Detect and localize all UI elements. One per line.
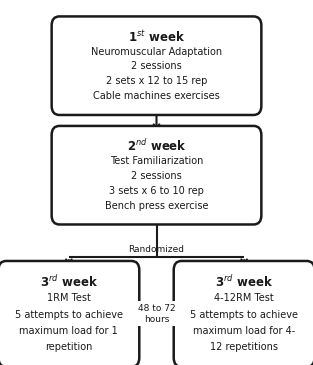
FancyBboxPatch shape: [52, 16, 261, 115]
Text: 12 repetitions: 12 repetitions: [210, 342, 278, 352]
Text: 1$^{st}$ week: 1$^{st}$ week: [128, 29, 185, 45]
Text: repetition: repetition: [45, 342, 93, 352]
Text: 2 sessions: 2 sessions: [131, 61, 182, 72]
Text: Bench press exercise: Bench press exercise: [105, 201, 208, 211]
Text: 3 sets x 6 to 10 rep: 3 sets x 6 to 10 rep: [109, 186, 204, 196]
FancyBboxPatch shape: [52, 126, 261, 224]
Text: 5 attempts to achieve: 5 attempts to achieve: [15, 310, 123, 320]
Text: 3$^{rd}$ week: 3$^{rd}$ week: [40, 274, 98, 290]
Text: maximum load for 4-: maximum load for 4-: [193, 326, 295, 336]
Text: Neuromuscular Adaptation: Neuromuscular Adaptation: [91, 47, 222, 57]
Text: maximum load for 1: maximum load for 1: [19, 326, 118, 336]
Text: Cable machines exercises: Cable machines exercises: [93, 91, 220, 101]
Text: 2$^{nd}$ week: 2$^{nd}$ week: [126, 138, 187, 154]
Text: Test Familiarization: Test Familiarization: [110, 156, 203, 166]
FancyBboxPatch shape: [0, 261, 139, 365]
Text: 5 attempts to achieve: 5 attempts to achieve: [190, 310, 298, 320]
Text: 48 to 72
hours: 48 to 72 hours: [138, 304, 175, 324]
Text: 2 sets x 12 to 15 rep: 2 sets x 12 to 15 rep: [106, 76, 207, 86]
Text: 3$^{rd}$ week: 3$^{rd}$ week: [215, 274, 273, 290]
Text: 2 sessions: 2 sessions: [131, 171, 182, 181]
Text: 4-12RM Test: 4-12RM Test: [214, 293, 274, 303]
FancyBboxPatch shape: [174, 261, 313, 365]
Text: 1RM Test: 1RM Test: [47, 293, 91, 303]
Text: Randomized: Randomized: [129, 245, 184, 254]
